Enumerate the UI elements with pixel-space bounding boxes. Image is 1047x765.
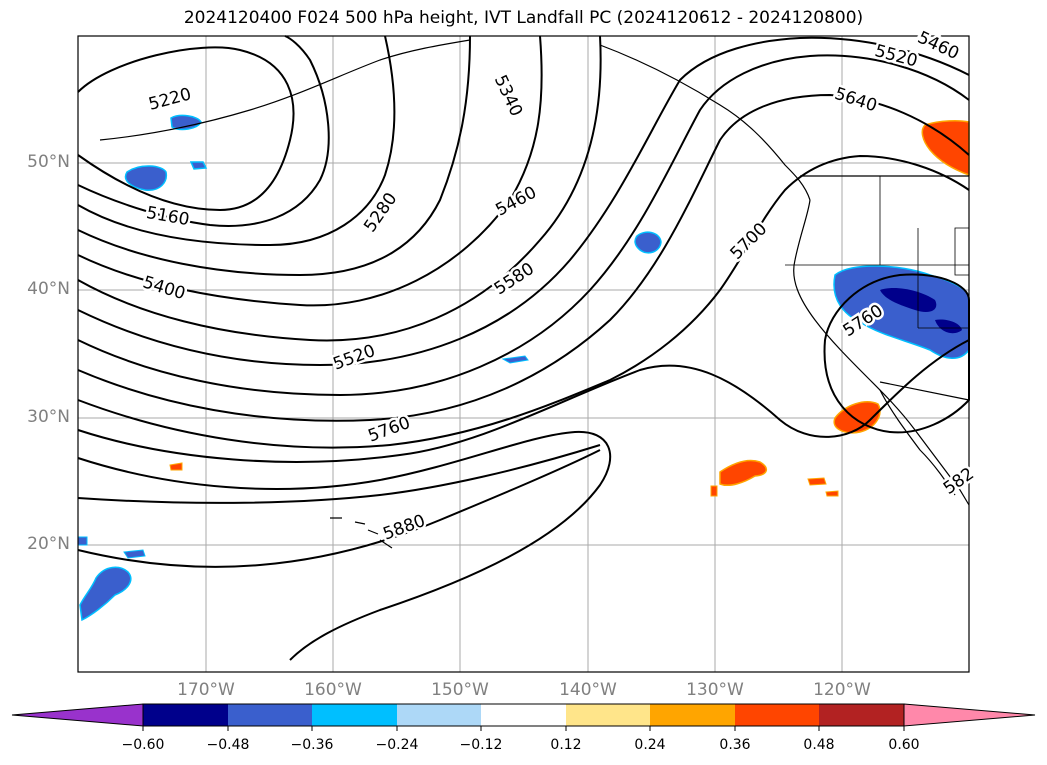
ivt-blue-blob-1 <box>124 165 168 191</box>
colorbar-border <box>142 703 905 727</box>
colorbar-segment <box>650 704 735 726</box>
lon-label-160w: 160°W <box>304 680 362 700</box>
contour-5820 <box>77 430 612 661</box>
colorbar <box>11 703 1036 731</box>
colorbar-tick-label: −0.48 <box>206 737 250 753</box>
ivt-orange-blob-3 <box>719 459 767 487</box>
ivt-darkblue-core-2 <box>935 319 962 334</box>
ivt-blue-region-west-ca <box>833 265 970 359</box>
contour-5640 <box>77 93 970 422</box>
colorbar-segment <box>143 704 228 726</box>
contour-5280 <box>77 35 396 247</box>
map-title: 2024120400 F024 500 hPa height, IVT Land… <box>183 8 864 28</box>
lat-label-50n: 50°N <box>27 152 70 172</box>
ivt-orange-blob-7 <box>710 485 718 497</box>
border-us-mexico <box>879 381 970 401</box>
coast-bc-wa-or-ca <box>793 199 970 506</box>
coast-alaska-panhandle <box>599 44 811 201</box>
lon-label-130w: 130°W <box>686 680 744 700</box>
contour-5760 <box>77 339 970 463</box>
contour-5580 <box>77 54 970 397</box>
ivt-orange-blob-5 <box>825 490 839 497</box>
colorbar-segment <box>312 704 397 726</box>
ivt-blue-blob-8 <box>77 536 88 546</box>
contour-5880-b <box>77 444 601 504</box>
contour-5880 <box>77 449 601 568</box>
ivt-orange-blob-6 <box>169 462 183 471</box>
coast-baja <box>879 389 956 496</box>
ivt-blue-blob-4 <box>634 231 662 254</box>
colorbar-segment <box>228 704 312 726</box>
ivt-shading <box>77 114 970 622</box>
plot-border <box>77 35 970 673</box>
ivt-blue-blob-6 <box>79 566 132 622</box>
colorbar-segment <box>819 704 904 726</box>
ivt-blue-blob-3 <box>189 161 208 170</box>
coast-hawaii <box>330 517 393 549</box>
contour-5460 <box>77 35 602 342</box>
ivt-orange-blob-4 <box>807 477 827 486</box>
colorbar-segment <box>481 704 566 726</box>
lon-label-120w: 120°W <box>813 680 871 700</box>
colorbar-segment <box>566 704 650 726</box>
lat-label-30n: 30°N <box>27 407 70 427</box>
colorbar-segment <box>735 704 819 726</box>
coast-alaska <box>99 39 471 141</box>
contour-5340 <box>77 35 471 277</box>
contour-5700 <box>77 154 970 449</box>
contour-5160 <box>77 35 330 227</box>
ivt-blue-blob-5 <box>501 355 529 364</box>
lat-label-20n: 20°N <box>27 534 70 554</box>
contour-5520 <box>77 36 970 367</box>
colorbar-tick-label: −0.36 <box>290 737 334 753</box>
lon-label-150w: 150°W <box>431 680 489 700</box>
colorbar-tick-label: 0.36 <box>719 737 751 753</box>
colorbar-extend-right <box>903 703 1036 727</box>
ivt-darkblue-core <box>880 288 937 312</box>
colorbar-tick-label: 0.60 <box>888 737 920 753</box>
colorbar-segment <box>397 704 481 726</box>
state-borders <box>785 176 970 329</box>
contour-5220 <box>77 46 295 212</box>
colorbar-tick-label: 0.12 <box>550 737 582 753</box>
lat-label-40n: 40°N <box>27 279 70 299</box>
lon-label-170w: 170°W <box>177 680 235 700</box>
height-contours <box>77 35 970 661</box>
ivt-blue-blob-2 <box>170 114 202 131</box>
contour-5400 <box>77 35 543 307</box>
ivt-orange-blob-1 <box>921 120 970 177</box>
colorbar-tick-label: −0.24 <box>375 737 419 753</box>
ivt-blue-blob-7 <box>123 549 146 559</box>
colorbar-tick-label: 0.48 <box>803 737 835 753</box>
lon-label-140w: 140°W <box>559 680 617 700</box>
coastlines <box>99 39 970 549</box>
colorbar-extend-left <box>11 703 144 727</box>
colorbar-tick-label: 0.24 <box>634 737 666 753</box>
colorbar-tick-label: −0.12 <box>459 737 503 753</box>
colorbar-tick-label: −0.60 <box>121 737 165 753</box>
